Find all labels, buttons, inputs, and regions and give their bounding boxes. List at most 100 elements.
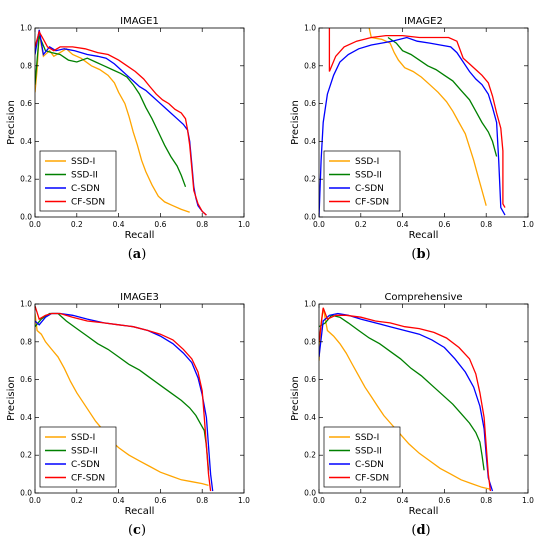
y-tick-label: 1.0 <box>304 300 316 309</box>
x-tick-label: 0.6 <box>438 496 450 505</box>
caption-part: ( <box>128 247 133 262</box>
x-tick-label: 0.0 <box>29 220 41 229</box>
series-group <box>319 307 494 492</box>
x-tick-label: 0.4 <box>397 220 409 229</box>
chart-panel-4: 0.0 0.2 0.4 0.6 0.8 1.0 0.0 0.2 0.4 0.6 0.8 1.0 Comp… <box>290 292 534 538</box>
x-axis-label: Recall <box>409 506 439 517</box>
chart-title: IMAGE3 <box>120 292 159 303</box>
y-tick-label: 0.8 <box>304 61 316 70</box>
y-tick-label: 0.6 <box>304 99 316 108</box>
legend: SSD-I SSD-II C-SDN CF-SDN <box>39 150 117 212</box>
y-axis-label: Precision <box>290 100 301 145</box>
panel-caption: (c) <box>128 523 146 538</box>
y-tick-label: 0.6 <box>304 375 316 384</box>
y-tick-label: 0.0 <box>304 489 316 498</box>
y-tick-label: 0.6 <box>20 375 32 384</box>
x-tick-label: 0.6 <box>154 220 166 229</box>
y-tick-label: 0.2 <box>304 175 316 184</box>
legend-label-ssd-i: SSD-I <box>71 433 95 443</box>
series-line-cf-sdn <box>35 30 207 216</box>
panel-caption: (a) <box>128 247 147 262</box>
x-tick-label: 0.2 <box>71 496 83 505</box>
series-group <box>35 305 214 492</box>
x-tick-label: 1.0 <box>522 220 534 229</box>
y-tick-label: 0.4 <box>20 413 32 422</box>
y-tick-label: 0.8 <box>304 337 316 346</box>
chart-panel-3: 0.0 0.2 0.4 0.6 0.8 1.0 0.0 0.2 0.4 0.6 0.8 1.0 IMAG… <box>6 292 250 538</box>
legend-label-ssd-i: SSD-I <box>71 157 95 167</box>
series-line-cf-sdn <box>35 305 212 492</box>
legend: SSD-I SSD-II C-SDN CF-SDN <box>323 150 401 212</box>
legend-label-ssd-i: SSD-I <box>355 157 379 167</box>
legend-label-ssd-ii: SSD-II <box>71 171 98 181</box>
series-group <box>319 28 506 217</box>
y-tick-label: 0.6 <box>20 99 32 108</box>
chart-panel-2: 0.0 0.2 0.4 0.6 0.8 1.0 0.0 0.2 0.4 0.6 0.8 1.0 IMAG… <box>290 16 534 262</box>
panel-caption: (d) <box>411 523 430 538</box>
caption-part: ) <box>141 247 146 262</box>
x-tick-label: 0.2 <box>355 220 367 229</box>
chart-title: IMAGE1 <box>120 16 159 27</box>
x-tick-label: 0.0 <box>29 496 41 505</box>
caption-part: ) <box>426 523 431 538</box>
chart-title: IMAGE2 <box>404 16 443 27</box>
plot-frame <box>318 303 529 494</box>
series-line-cf-sdn <box>328 28 506 208</box>
series-line-ssd-i <box>368 28 487 206</box>
caption-part: ) <box>426 247 431 262</box>
series-line-ssd-i <box>35 313 209 487</box>
x-tick-label: 0.0 <box>313 496 325 505</box>
legend-label-cf-sdn: CF-SDN <box>355 198 389 208</box>
legend-label-cf-sdn: CF-SDN <box>355 474 389 484</box>
legend-label-ssd-ii: SSD-II <box>71 447 98 457</box>
legend-label-ssd-i: SSD-I <box>355 433 379 443</box>
series-line-c-sdn <box>319 36 506 217</box>
y-tick-label: 0.4 <box>304 413 316 422</box>
x-tick-label: 0.8 <box>480 496 492 505</box>
y-tick-label: 0.8 <box>20 337 32 346</box>
legend-label-cf-sdn: CF-SDN <box>71 198 105 208</box>
caption-part: b <box>416 247 425 262</box>
y-tick-label: 1.0 <box>20 300 32 309</box>
y-axis-label: Precision <box>6 100 17 145</box>
y-tick-label: 0.0 <box>20 213 32 222</box>
x-tick-label: 0.4 <box>113 220 125 229</box>
caption-part: c <box>133 523 141 538</box>
series-line-cf-sdn <box>319 307 492 492</box>
legend-label-c-sdn: C-SDN <box>71 460 100 470</box>
chart-title: Comprehensive <box>384 292 462 303</box>
y-tick-label: 0.4 <box>20 137 32 146</box>
x-tick-label: 1.0 <box>238 220 250 229</box>
x-axis-label: Recall <box>409 230 439 241</box>
y-tick-label: 0.2 <box>20 451 32 460</box>
caption-part: ) <box>141 523 146 538</box>
x-tick-label: 0.2 <box>71 220 83 229</box>
legend-label-c-sdn: C-SDN <box>71 184 100 194</box>
caption-part: ( <box>411 523 416 538</box>
series-line-ssd-ii <box>387 36 498 157</box>
series-line-ssd-i <box>319 307 491 490</box>
series-line-ssd-ii <box>319 314 485 471</box>
x-tick-label: 0.8 <box>480 220 492 229</box>
legend: SSD-I SSD-II C-SDN CF-SDN <box>39 426 117 488</box>
legend-label-c-sdn: C-SDN <box>355 184 384 194</box>
legend-label-cf-sdn: CF-SDN <box>71 474 105 484</box>
y-tick-label: 0.2 <box>304 451 316 460</box>
y-tick-label: 0.0 <box>20 489 32 498</box>
x-tick-label: 0.6 <box>438 220 450 229</box>
x-tick-label: 0.4 <box>397 496 409 505</box>
x-tick-label: 0.8 <box>196 220 208 229</box>
plot-frame <box>318 27 529 218</box>
x-tick-label: 1.0 <box>238 496 250 505</box>
x-tick-label: 0.0 <box>313 220 325 229</box>
caption-part: a <box>133 247 142 262</box>
series-group <box>35 29 207 216</box>
x-tick-label: 0.8 <box>196 496 208 505</box>
caption-part: d <box>416 523 425 538</box>
plot-frame <box>34 27 245 218</box>
legend-label-ssd-ii: SSD-II <box>355 171 382 181</box>
y-tick-label: 0.0 <box>304 213 316 222</box>
x-tick-label: 0.6 <box>154 496 166 505</box>
chart-panel-1: 0.0 0.2 0.4 0.6 0.8 1.0 0.0 0.2 0.4 0.6 0.8 1.0 IMAG… <box>6 16 250 262</box>
x-tick-label: 0.4 <box>113 496 125 505</box>
